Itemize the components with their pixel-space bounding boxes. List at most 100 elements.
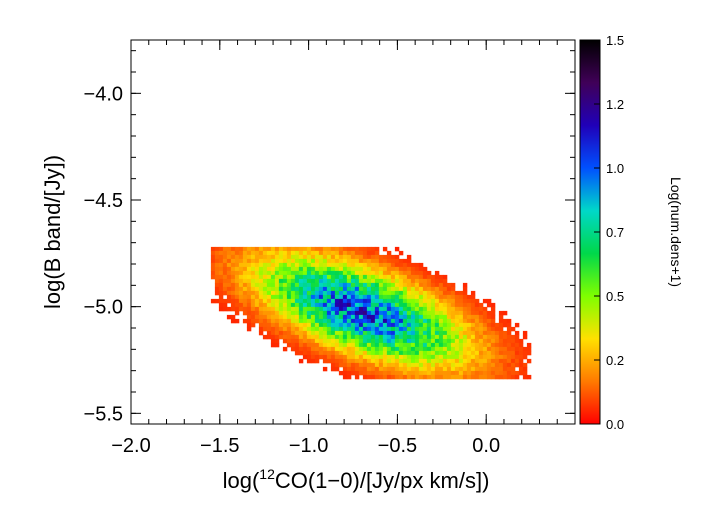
heatmap-cell bbox=[230, 298, 236, 304]
heatmap-cell bbox=[506, 338, 512, 344]
heatmap-cell bbox=[406, 282, 412, 288]
heatmap-cell bbox=[390, 302, 396, 308]
heatmap-cell bbox=[310, 314, 316, 320]
heatmap-cell bbox=[474, 326, 480, 332]
heatmap-cell bbox=[462, 326, 468, 332]
heatmap-cell bbox=[374, 274, 380, 280]
heatmap-cell bbox=[218, 274, 224, 280]
heatmap-cell bbox=[450, 354, 456, 360]
heatmap-cell bbox=[330, 346, 336, 352]
heatmap-cell bbox=[334, 354, 340, 360]
heatmap-cell bbox=[446, 330, 452, 336]
heatmap-cell bbox=[246, 250, 252, 256]
heatmap-cell bbox=[326, 338, 332, 344]
heatmap-cell bbox=[426, 290, 432, 296]
heatmap-cell bbox=[470, 330, 476, 336]
heatmap-cell bbox=[502, 350, 508, 356]
heatmap-cell bbox=[354, 326, 360, 332]
heatmap-cell bbox=[330, 326, 336, 332]
heatmap-cell bbox=[474, 370, 480, 376]
heatmap-cell bbox=[394, 354, 400, 360]
heatmap-cell bbox=[454, 338, 460, 344]
heatmap-cell bbox=[250, 250, 256, 256]
heatmap-cell bbox=[410, 262, 416, 268]
heatmap-cell bbox=[290, 250, 296, 256]
heatmap-cell bbox=[442, 370, 448, 376]
heatmap-cell bbox=[254, 250, 260, 256]
heatmap-cell bbox=[378, 322, 384, 328]
heatmap-cell bbox=[266, 246, 272, 252]
heatmap-cell bbox=[486, 354, 492, 360]
heatmap-cell bbox=[474, 314, 480, 320]
heatmap-cell bbox=[242, 302, 248, 308]
heatmap-cell bbox=[478, 330, 484, 336]
heatmap-cell bbox=[342, 286, 348, 292]
heatmap-cell bbox=[210, 298, 216, 304]
heatmap-cell bbox=[418, 354, 424, 360]
heatmap-cell bbox=[474, 334, 480, 340]
heatmap-cell bbox=[362, 314, 368, 320]
heatmap-cell bbox=[462, 286, 468, 292]
y-tick-label: −4.5 bbox=[84, 190, 123, 212]
heatmap-cell bbox=[522, 374, 528, 380]
heatmap-cell bbox=[426, 270, 432, 276]
heatmap-cell bbox=[390, 374, 396, 380]
heatmap-cell bbox=[246, 286, 252, 292]
heatmap-cell bbox=[374, 278, 380, 284]
heatmap-cell bbox=[242, 258, 248, 264]
heatmap-cell bbox=[442, 322, 448, 328]
heatmap-cell bbox=[262, 310, 268, 316]
heatmap-cell bbox=[366, 286, 372, 292]
heatmap-cell bbox=[450, 346, 456, 352]
heatmap-cell bbox=[490, 370, 496, 376]
heatmap-cell bbox=[434, 370, 440, 376]
heatmap-cell bbox=[350, 366, 356, 372]
heatmap-cell bbox=[298, 318, 304, 324]
heatmap-cell bbox=[226, 294, 232, 300]
heatmap-cell bbox=[442, 338, 448, 344]
heatmap-cell bbox=[362, 338, 368, 344]
heatmap-cell bbox=[466, 310, 472, 316]
heatmap-cell bbox=[482, 334, 488, 340]
heatmap-cell bbox=[470, 334, 476, 340]
heatmap-cell bbox=[494, 350, 500, 356]
heatmap-cell bbox=[250, 322, 256, 328]
heatmap-cell bbox=[438, 358, 444, 364]
heatmap-cell bbox=[366, 354, 372, 360]
y-axis-label: log(B band/[Jy]) bbox=[40, 155, 65, 309]
heatmap-cell bbox=[302, 258, 308, 264]
heatmap-cell bbox=[314, 294, 320, 300]
heatmap-cell bbox=[406, 278, 412, 284]
heatmap-cell bbox=[378, 346, 384, 352]
heatmap-cell bbox=[442, 362, 448, 368]
heatmap-cell bbox=[446, 298, 452, 304]
heatmap-cell bbox=[434, 334, 440, 340]
heatmap-cell bbox=[270, 262, 276, 268]
heatmap-cell bbox=[318, 262, 324, 268]
heatmap-cell bbox=[358, 326, 364, 332]
heatmap-cell bbox=[346, 370, 352, 376]
heatmap-cell bbox=[486, 302, 492, 308]
heatmap-cell bbox=[354, 286, 360, 292]
heatmap-cell bbox=[438, 366, 444, 372]
heatmap-cell bbox=[466, 302, 472, 308]
heatmap-cell bbox=[454, 326, 460, 332]
heatmap-cell bbox=[398, 354, 404, 360]
heatmap-cell bbox=[402, 306, 408, 312]
heatmap-cell bbox=[258, 270, 264, 276]
heatmap-cell bbox=[254, 270, 260, 276]
heatmap-cell bbox=[402, 374, 408, 380]
heatmap-cell bbox=[282, 278, 288, 284]
heatmap-cell bbox=[338, 342, 344, 348]
heatmap-cell bbox=[458, 342, 464, 348]
heatmap-cell bbox=[330, 310, 336, 316]
heatmap-cell bbox=[338, 278, 344, 284]
heatmap-cell bbox=[358, 290, 364, 296]
heatmap-cell bbox=[362, 302, 368, 308]
heatmap-cell bbox=[258, 302, 264, 308]
heatmap-cell bbox=[418, 298, 424, 304]
heatmap-cell bbox=[258, 310, 264, 316]
heatmap-cell bbox=[466, 294, 472, 300]
heatmap-cell bbox=[310, 358, 316, 364]
heatmap-cell bbox=[346, 350, 352, 356]
